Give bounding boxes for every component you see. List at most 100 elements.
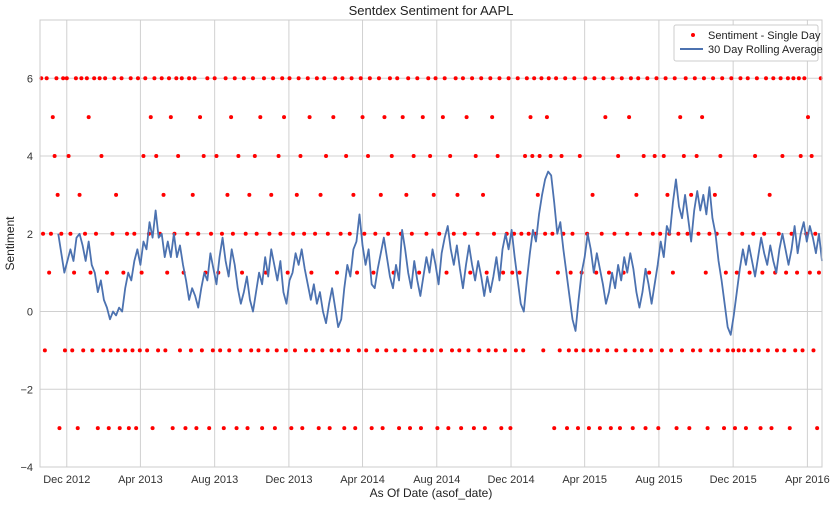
x-tick-label: Dec 2014 [487,474,534,486]
single-day-point [121,270,126,275]
single-day-point [462,231,467,236]
x-tick-label: Aug 2014 [413,474,460,486]
single-day-point [207,426,212,431]
single-day-point [450,348,454,353]
single-day-point [466,348,471,353]
single-day-point [745,76,750,81]
single-day-point [623,348,628,353]
single-day-point [179,76,184,81]
single-day-point [460,76,465,81]
single-day-point [125,231,130,236]
legend-label-single-day: Sentiment - Single Day [708,30,821,42]
single-day-point [731,348,736,353]
single-day-point [62,348,67,353]
single-day-point [254,231,259,236]
single-day-point [690,348,695,353]
single-day-point [428,154,433,159]
single-day-point [106,426,111,431]
single-day-point [411,154,416,159]
single-day-point [486,348,491,353]
single-day-point [636,76,641,81]
single-day-point [258,115,263,120]
single-day-point [225,192,230,197]
single-day-point [199,348,204,353]
single-day-point [433,76,438,81]
single-day-point [353,426,358,431]
single-day-point [530,154,535,159]
single-day-point [468,270,473,275]
single-day-point [415,76,420,81]
single-day-point [473,154,478,159]
single-day-point [347,231,352,236]
single-day-point [190,192,195,197]
single-day-point [88,270,93,275]
single-day-point [209,231,214,236]
single-day-point [632,348,637,353]
single-day-point [535,192,540,197]
single-day-point [331,115,336,120]
single-day-point [764,76,769,81]
single-day-point [572,76,577,81]
single-day-point [70,348,75,353]
single-day-point [406,76,411,81]
single-day-point [546,76,551,81]
single-day-point [285,270,290,275]
single-day-point [543,231,548,236]
single-day-point [393,348,398,353]
single-day-point [376,76,381,81]
single-day-point [83,231,88,236]
single-day-point [340,76,345,81]
single-day-point [77,192,82,197]
single-day-point [380,426,385,431]
single-day-point [230,231,235,236]
single-day-point [214,154,219,159]
single-day-point [378,192,383,197]
single-day-point [720,76,725,81]
single-day-point [429,348,434,353]
single-day-point [324,154,329,159]
single-day-point [734,270,739,275]
y-tick-label: 0 [27,307,33,319]
single-day-point [570,231,575,236]
single-day-point [282,115,287,120]
single-day-point [816,270,821,275]
single-day-point [669,348,674,353]
single-day-point [177,348,182,353]
single-day-point [397,426,402,431]
single-day-point [506,76,511,81]
single-day-point [501,270,506,275]
single-day-point [276,154,281,159]
single-day-point [132,231,137,236]
single-day-point [796,76,801,81]
single-day-point [322,76,327,81]
single-day-point [698,348,703,353]
single-day-point [185,231,190,236]
single-day-point [787,426,792,431]
single-day-point [114,192,119,197]
single-day-point [44,76,49,81]
single-day-point [499,426,504,431]
single-day-point [128,76,133,81]
single-day-point [267,231,272,236]
single-day-point [135,76,140,81]
single-day-point [139,270,144,275]
single-day-point [72,270,77,275]
single-day-point [603,115,608,120]
single-day-point [422,348,427,353]
single-day-point [769,426,774,431]
single-day-point [103,76,108,81]
y-axis-label: Sentiment [3,216,17,271]
legend-box [673,24,819,62]
plot-frame [39,19,823,468]
single-day-point [325,231,330,236]
single-day-point [700,115,705,120]
single-day-point [639,348,644,353]
single-day-point [493,348,498,353]
single-day-point [141,154,146,159]
single-day-point [725,348,730,353]
single-day-point [79,76,84,81]
legend-label-rolling-average: 30 Day Rolling Average [708,44,823,56]
single-day-point [742,348,747,353]
single-day-point [342,426,347,431]
single-day-point [291,231,296,236]
